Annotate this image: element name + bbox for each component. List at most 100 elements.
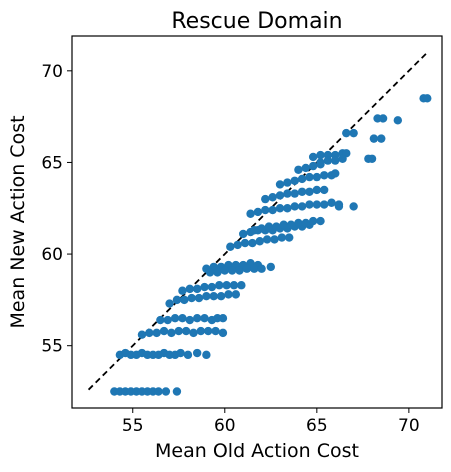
data-point <box>187 293 196 303</box>
data-point <box>183 350 193 360</box>
data-point <box>349 202 358 211</box>
data-point <box>159 326 169 336</box>
data-point <box>231 290 241 299</box>
data-point <box>297 187 307 196</box>
data-point <box>246 209 255 218</box>
data-point <box>268 193 277 202</box>
data-point <box>308 152 318 162</box>
x-tick-label: 70 <box>398 416 420 436</box>
data-point <box>145 328 154 338</box>
data-point <box>377 134 386 143</box>
data-point <box>253 207 263 217</box>
data-point <box>240 238 250 248</box>
data-point <box>264 222 274 231</box>
data-point <box>250 226 259 235</box>
data-point <box>268 205 277 215</box>
data-point <box>156 315 165 325</box>
data-point <box>312 185 322 195</box>
x-tick-label: 55 <box>122 416 144 436</box>
data-point <box>266 262 276 272</box>
data-point <box>334 202 344 211</box>
data-point <box>297 174 307 184</box>
data-point <box>308 161 318 171</box>
data-point <box>255 237 264 246</box>
data-point <box>262 235 272 244</box>
data-point <box>209 292 218 301</box>
data-point <box>172 387 182 396</box>
identity-reference-line <box>87 51 428 391</box>
data-point <box>342 128 351 138</box>
data-point <box>279 220 288 229</box>
data-point <box>172 295 182 305</box>
y-tick-label: 55 <box>41 337 63 357</box>
data-point <box>211 326 220 336</box>
data-point <box>174 326 183 336</box>
data-point <box>205 268 215 277</box>
data-point <box>192 348 202 358</box>
data-point <box>170 314 180 323</box>
data-point <box>312 172 322 182</box>
data-point <box>229 281 239 290</box>
x-tick-label: 65 <box>306 416 328 436</box>
data-point <box>290 189 299 198</box>
data-point <box>285 233 294 242</box>
data-point <box>378 114 388 123</box>
data-point <box>194 293 204 303</box>
data-point <box>297 202 307 211</box>
data-point <box>290 202 299 211</box>
data-point <box>180 295 189 305</box>
points-layer <box>110 94 432 396</box>
data-point <box>393 116 403 125</box>
data-point <box>176 348 185 358</box>
data-point <box>327 198 336 207</box>
data-point <box>275 191 285 200</box>
data-point <box>250 264 259 273</box>
data-point <box>178 286 187 295</box>
data-point <box>331 156 340 165</box>
data-point <box>369 134 379 143</box>
data-point <box>242 264 252 273</box>
x-axis: 55 60 65 70 <box>122 408 420 436</box>
chart-title: Rescue Domain <box>171 9 342 34</box>
data-point <box>226 242 235 251</box>
data-point <box>349 128 358 138</box>
data-point <box>261 205 270 215</box>
data-point <box>367 154 377 163</box>
data-point <box>233 240 242 250</box>
data-point <box>316 158 325 167</box>
data-point <box>202 292 211 301</box>
data-point <box>185 284 195 294</box>
data-point <box>331 169 340 178</box>
data-point <box>215 281 224 290</box>
data-point <box>220 266 229 275</box>
data-point <box>319 171 329 180</box>
data-point <box>178 314 187 323</box>
data-point <box>200 282 209 292</box>
data-point <box>181 326 191 336</box>
data-point <box>207 282 217 292</box>
plot-area-frame <box>71 35 443 409</box>
data-point <box>213 268 222 277</box>
data-point <box>305 172 314 182</box>
data-point <box>261 194 270 204</box>
data-point <box>257 224 266 233</box>
data-point <box>152 328 161 338</box>
data-point <box>294 165 303 174</box>
data-point <box>189 328 198 338</box>
data-point <box>283 189 292 198</box>
data-point <box>218 314 228 323</box>
data-point <box>224 290 233 299</box>
data-point <box>165 299 174 308</box>
data-point <box>167 328 176 338</box>
data-point <box>196 326 206 336</box>
data-point <box>316 216 325 226</box>
data-point <box>305 187 314 196</box>
data-point <box>286 220 296 229</box>
data-point <box>301 218 310 228</box>
data-point <box>272 222 281 231</box>
y-axis-label: Mean New Action Cost <box>7 115 29 328</box>
y-tick-label: 65 <box>41 153 63 173</box>
data-point <box>204 326 213 336</box>
data-point <box>235 266 244 275</box>
data-point <box>163 315 172 325</box>
